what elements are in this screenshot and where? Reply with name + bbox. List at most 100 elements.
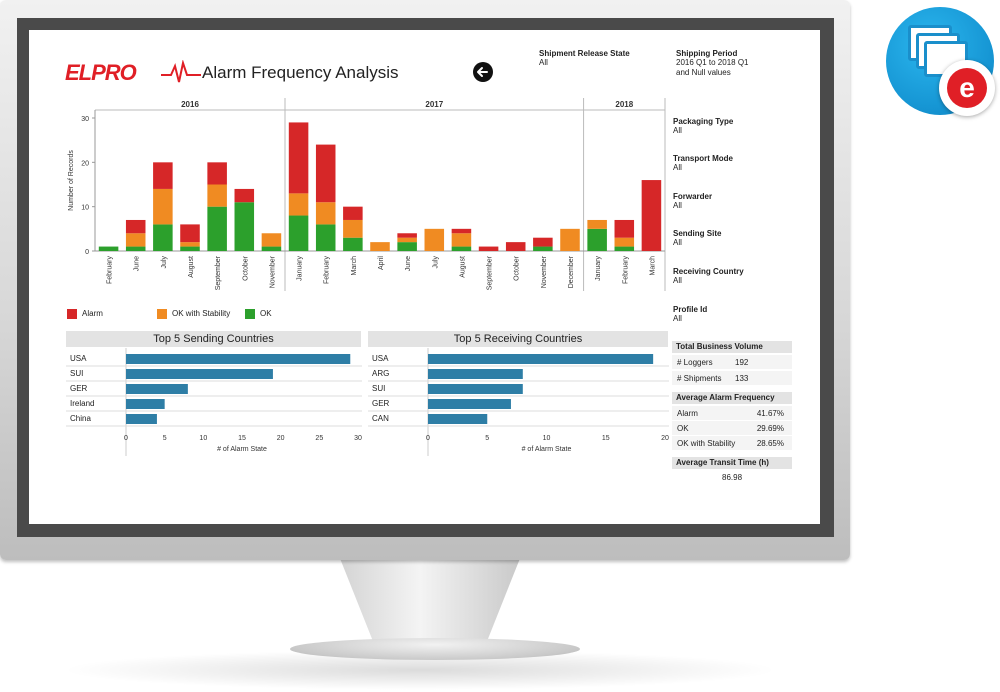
stat-value: 133 bbox=[735, 374, 749, 383]
dashboard-screen: ELPRO Alarm Frequency Analysis Shipment … bbox=[29, 30, 820, 524]
bar-segment-alarm bbox=[234, 188, 255, 203]
legend-swatch-ok bbox=[245, 309, 255, 319]
y-tick-label: 20 bbox=[81, 160, 89, 167]
x-tick-label: July bbox=[432, 256, 439, 269]
bar-segment-alarm bbox=[451, 228, 472, 234]
x-tick-label: July bbox=[161, 256, 168, 269]
bar-segment-alarm bbox=[315, 144, 336, 203]
y-tick-label: 10 bbox=[81, 205, 89, 212]
x-tick-label: October bbox=[242, 255, 249, 281]
bar-segment-ok bbox=[180, 246, 200, 251]
stat-transit-time-title: Average Transit Time (h) bbox=[672, 457, 792, 469]
x-tick-label: February bbox=[107, 256, 114, 285]
stat-row-ok: OK 29.69% bbox=[672, 421, 792, 435]
x-tick-label: 25 bbox=[315, 435, 323, 442]
bar-segment-ok bbox=[343, 237, 363, 251]
legend-swatch-ok-stability bbox=[157, 309, 167, 319]
x-tick-label: September bbox=[487, 255, 494, 290]
filter-receiving-country[interactable]: Receiving Country All bbox=[673, 267, 744, 285]
arrow-left-circle-icon[interactable] bbox=[472, 61, 494, 83]
bar-segment-ok-with-stability bbox=[614, 237, 635, 247]
country-label: GER bbox=[372, 399, 390, 408]
bar-segment-alarm bbox=[180, 224, 200, 243]
bar-segment-ok-with-stability bbox=[397, 237, 417, 243]
bar-segment-ok-with-stability bbox=[315, 202, 336, 225]
alarm-frequency-chart: 2016 2017 2018 0 10 20 30 Number of Records Febr… bbox=[68, 98, 666, 291]
stat-row-alarm: Alarm 41.67% bbox=[672, 406, 792, 420]
country-bar bbox=[428, 369, 523, 379]
bar-segment-ok-with-stability bbox=[153, 188, 173, 225]
stat-label: Alarm bbox=[677, 409, 698, 418]
filter-shipping-period[interactable]: Shipping Period 2016 Q1 to 2018 Q1 and N… bbox=[676, 49, 760, 78]
sending-countries-chart: USA SUI GER Ireland China 0 5 10 15 20 25 30 # of Al… bbox=[66, 348, 362, 456]
bar-segment-alarm bbox=[478, 246, 499, 251]
x-tick-label: 10 bbox=[199, 435, 207, 442]
x-tick-label: 5 bbox=[163, 435, 167, 442]
stat-label: OK bbox=[677, 424, 689, 433]
bar-segment-ok-with-stability bbox=[343, 219, 363, 238]
country-bar bbox=[428, 354, 654, 364]
legend-label-ok: OK bbox=[260, 309, 272, 318]
x-tick-label: November bbox=[541, 255, 548, 288]
bar-segment-ok-with-stability bbox=[560, 228, 580, 251]
stat-value: 28.65% bbox=[756, 439, 784, 448]
country-label: USA bbox=[372, 354, 389, 363]
bar-segment-ok bbox=[451, 246, 472, 251]
stat-label: # Shipments bbox=[677, 374, 722, 383]
x-tick-label: January bbox=[297, 256, 304, 281]
filter-value: All bbox=[673, 126, 682, 135]
bar-segment-ok bbox=[587, 228, 607, 251]
bar-segment-ok-with-stability bbox=[261, 233, 282, 247]
filter-label: Profile Id bbox=[673, 305, 708, 314]
x-tick-label: June bbox=[405, 256, 412, 271]
bar-segment-ok bbox=[153, 224, 173, 251]
elpro-e-icon: e bbox=[939, 60, 995, 116]
filter-packaging-type[interactable]: Packaging Type All bbox=[673, 117, 733, 135]
x-tick-label: 10 bbox=[543, 435, 551, 442]
bar-segment-alarm bbox=[207, 162, 227, 185]
bar-segment-alarm bbox=[641, 180, 662, 251]
x-tick-label: August bbox=[459, 256, 466, 278]
year-label: 2017 bbox=[425, 100, 443, 109]
x-tick-label: 20 bbox=[277, 435, 285, 442]
x-tick-label: February bbox=[622, 256, 629, 285]
bar-segment-ok bbox=[288, 215, 309, 251]
bar-segment-ok bbox=[315, 224, 336, 251]
x-tick-label: 0 bbox=[124, 435, 128, 442]
filter-label: Shipping Period bbox=[676, 49, 738, 58]
filter-forwarder[interactable]: Forwarder All bbox=[673, 192, 712, 210]
country-label: ARG bbox=[372, 369, 389, 378]
bar-segment-ok bbox=[397, 242, 417, 251]
stat-business-volume-title: Total Business Volume bbox=[672, 341, 792, 353]
filter-value: All bbox=[673, 238, 682, 247]
bar-segment-ok-with-stability bbox=[125, 233, 146, 247]
x-tick-label: June bbox=[134, 256, 141, 271]
filter-profile-id[interactable]: Profile Id All bbox=[673, 305, 707, 323]
monitor-stand-neck bbox=[340, 559, 520, 641]
stat-value: 192 bbox=[735, 358, 749, 367]
bar-segment-ok-with-stability bbox=[424, 228, 445, 251]
stat-value: 41.67% bbox=[756, 409, 784, 418]
bar-segment-alarm bbox=[533, 237, 553, 247]
bar-segment-ok bbox=[207, 206, 227, 251]
x-tick-label: 15 bbox=[602, 435, 610, 442]
stat-row-ok-stability: OK with Stability 28.65% bbox=[672, 436, 792, 450]
y-tick-label: 30 bbox=[81, 116, 89, 123]
year-label: 2016 bbox=[181, 100, 199, 109]
filter-value: 2016 Q1 to 2018 Q1 and Null values bbox=[676, 58, 749, 77]
country-bar bbox=[428, 414, 488, 424]
filter-value: All bbox=[673, 201, 682, 210]
receiving-countries-title: Top 5 Receiving Countries bbox=[368, 331, 668, 347]
filter-label: Packaging Type bbox=[673, 117, 734, 126]
monitor-stand-base bbox=[290, 638, 580, 660]
filter-shipment-release-state[interactable]: Shipment Release State All bbox=[539, 49, 659, 67]
filter-sending-site[interactable]: Sending Site All bbox=[673, 229, 721, 247]
y-tick-label: 0 bbox=[85, 249, 89, 256]
bar-segment-ok bbox=[533, 246, 553, 251]
country-label: USA bbox=[70, 354, 87, 363]
country-bar bbox=[126, 414, 157, 424]
stat-row-loggers: # Loggers 192 bbox=[672, 355, 792, 369]
logo-text: ELPRO bbox=[65, 60, 137, 85]
y-axis-label: Number of Records bbox=[68, 150, 75, 211]
filter-transport-mode[interactable]: Transport Mode All bbox=[673, 154, 733, 172]
